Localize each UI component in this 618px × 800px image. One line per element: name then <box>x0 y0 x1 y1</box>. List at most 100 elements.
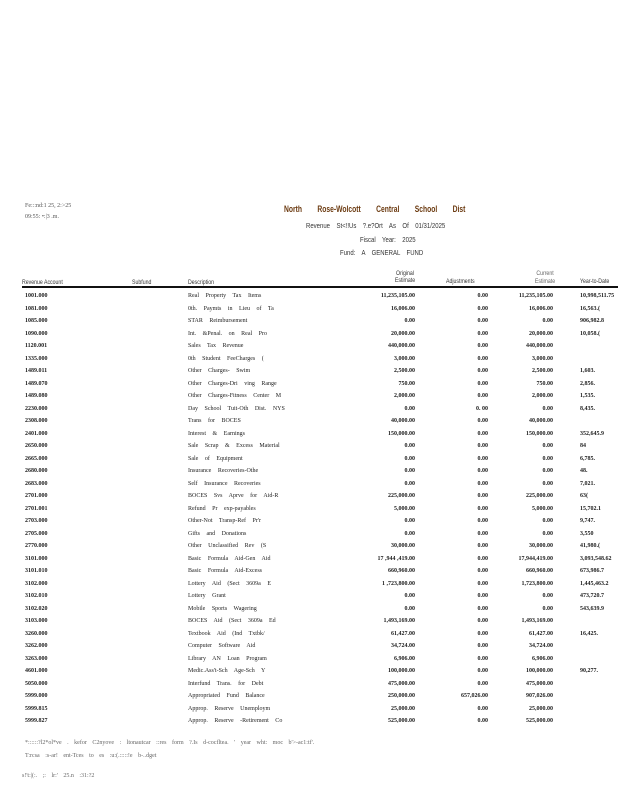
footer-note-2: T:rcsa :s-ar! ent-Tces to es :u:(.:::::!… <box>25 753 157 759</box>
account-cell: 3102.020 <box>25 605 48 612</box>
ytd-cell: 10,998,511.75 <box>580 293 615 299</box>
ytd-cell: 7,021. <box>580 480 595 487</box>
current-estimate-cell: 2,000.00 <box>532 393 553 399</box>
current-estimate-cell: 0.00 <box>542 318 554 324</box>
account-cell: 2705.000 <box>25 530 48 537</box>
adjustments-cell: 0.00 <box>477 505 489 512</box>
ytd-cell: 2,856. <box>580 380 595 387</box>
original-estimate-cell: 0.00 <box>404 455 416 462</box>
account-cell: 3260.000 <box>25 630 48 637</box>
original-estimate-cell: 0.00 <box>404 593 416 599</box>
description-cell: Sale of Equipment <box>188 455 243 462</box>
original-estimate-cell: 30,000.00 <box>391 543 415 549</box>
table-row: 2650.000 Sale Scrap & Excess Material 0.00… <box>0 443 618 456</box>
account-cell: 1001.000 <box>25 293 48 299</box>
ytd-cell: 543,639.9 <box>580 605 604 612</box>
ytd-cell: 3,550 <box>580 530 594 537</box>
account-cell: 5999.000 <box>25 693 48 699</box>
description-cell: STAR Reimbursement <box>188 318 248 324</box>
description-cell: Lottery Grant <box>188 593 226 599</box>
description-cell: Other Charges- Swim <box>188 368 251 374</box>
current-estimate-cell: 34,724.00 <box>529 643 553 649</box>
original-estimate-cell: 525,000.00 <box>388 718 415 724</box>
col-ytd: Year-to-Date <box>580 278 610 285</box>
current-estimate-cell: 30,000.00 <box>529 543 553 549</box>
adjustments-cell: 0.00 <box>477 455 489 462</box>
description-cell: Basic Formula Aid-Excess <box>188 568 262 574</box>
description-cell: Basic Formula Aid-Gen Aid <box>188 555 271 562</box>
revenue-table: 1001.000 Real Property Tax Items 11,235,10… <box>0 293 618 731</box>
description-cell: BOCES Aid (Sect 3609a Ed <box>188 618 276 624</box>
table-row: 1489.070 Other Charges-Dri ving Range 750.… <box>0 381 618 394</box>
account-cell: 3101.010 <box>25 568 48 574</box>
table-row: 2701.000 BOCES Svs Aprve for Aid-R 225,000… <box>0 493 618 506</box>
description-cell: Appropriated Fund Balance <box>188 693 265 699</box>
original-estimate-cell: 100,000.00 <box>388 668 415 674</box>
description-cell: Self Insurance Recoveries <box>188 480 261 487</box>
table-row: 5999.827 Approp. Reserve -Retirement Co 52… <box>0 718 618 731</box>
adjustments-cell: 0.00 <box>477 418 489 424</box>
ytd-cell: 906,982.8 <box>580 318 604 324</box>
original-estimate-cell: 225,000.00 <box>388 493 415 499</box>
current-estimate-cell: 0.00 <box>542 593 554 599</box>
current-estimate-cell: 907,026.00 <box>526 693 553 699</box>
fund-label: Fund: A GENERAL FUND <box>340 248 424 257</box>
current-estimate-cell: 750.00 <box>536 380 554 387</box>
description-cell: Other-Not Transp-Ref Pr'r <box>188 518 261 524</box>
original-estimate-cell: 2,000.00 <box>394 393 415 399</box>
current-estimate-cell: 0.00 <box>542 468 554 474</box>
account-cell: 1489.011 <box>25 368 48 374</box>
table-row: 3102.020 Mobile Sports Wagering 0.00 0.00 0.… <box>0 606 618 619</box>
original-estimate-cell: 0.00 <box>404 530 416 537</box>
current-estimate-cell: 1,493,169.00 <box>521 618 554 624</box>
current-estimate-cell: 1,723,800.00 <box>521 580 554 587</box>
ytd-cell: 473,720.7 <box>580 593 604 599</box>
page-footer: s!'t:|(:. ;: lr:' 25.n :31:?2 <box>22 773 95 779</box>
description-cell: 0th. Paymts in Lieu of Ta <box>188 305 274 312</box>
adjustments-cell: 0.00 <box>477 530 489 537</box>
footer-note-1: *::::::?l2*ol*ve . kefor C2nyove : ltona… <box>25 740 315 746</box>
adjustments-cell: 0.00 <box>477 355 489 362</box>
account-cell: 2665.000 <box>25 455 48 462</box>
col-current: Current Estimate <box>534 270 556 285</box>
report-name: Revenue St<!!Us ?.e?Ort As Of 01/31/2025 <box>306 221 446 230</box>
table-row: 1085.000 STAR Reimbursement 0.00 0.00 0.00 90… <box>0 318 618 331</box>
account-cell: 1335.000 <box>25 355 48 362</box>
table-row: 1081.000 0th. Paymts in Lieu of Ta 16,006.… <box>0 306 618 319</box>
table-row: 3101.000 Basic Formula Aid-Gen Aid 17 ,944… <box>0 556 618 569</box>
adjustments-cell: 0.00 <box>477 468 489 474</box>
account-cell: 5999.827 <box>25 718 48 724</box>
adjustments-cell: 0.00 <box>477 380 489 387</box>
current-estimate-cell: 0.00 <box>542 605 554 612</box>
table-row: 5050.000 Interfund Trans. for Debt 475,000… <box>0 681 618 694</box>
current-estimate-cell: 3,000.00 <box>532 355 553 362</box>
table-row: 5999.815 Approp. Reserve Unemploym 25,000.… <box>0 706 618 719</box>
table-row: 2230.000 Day School Tuit-Oth Dist. NYS 0.0… <box>0 406 618 419</box>
ytd-cell: 48. <box>580 468 588 474</box>
adjustments-cell: 0. 00 <box>476 405 488 412</box>
original-estimate-cell: 2,500.00 <box>394 368 415 374</box>
original-estimate-cell: 0.00 <box>404 318 416 324</box>
table-row: 2308.000 Trans for BOCES 40,000.00 0.00 40,0… <box>0 418 618 431</box>
col-account: Revenue Account <box>22 279 63 286</box>
adjustments-cell: 0.00 <box>477 593 489 599</box>
account-cell: 2701.001 <box>25 505 48 512</box>
col-description: Description <box>188 279 215 286</box>
description-cell: Sale Scrap & Excess Material <box>188 443 280 449</box>
adjustments-cell: 0.00 <box>477 618 489 624</box>
current-estimate-cell: 660,960.00 <box>526 568 553 574</box>
ytd-cell: 673,986.7 <box>580 568 604 574</box>
adjustments-cell: 0.00 <box>477 368 489 374</box>
description-cell: Other Charges-Fitness Center M <box>188 393 282 399</box>
adjustments-cell: 0.00 <box>477 718 489 724</box>
account-cell: 2401.000 <box>25 430 48 437</box>
original-estimate-cell: 750.00 <box>398 380 416 387</box>
description-cell: Approp. Reserve Unemploym <box>188 705 271 712</box>
current-estimate-cell: 17,944,419.00 <box>518 555 554 562</box>
adjustments-cell: 0.00 <box>477 305 489 312</box>
adjustments-cell: 0.00 <box>477 655 489 662</box>
adjustments-cell: 0.00 <box>477 493 489 499</box>
account-cell: 2650.000 <box>25 443 48 449</box>
adjustments-cell: 0.00 <box>477 643 489 649</box>
